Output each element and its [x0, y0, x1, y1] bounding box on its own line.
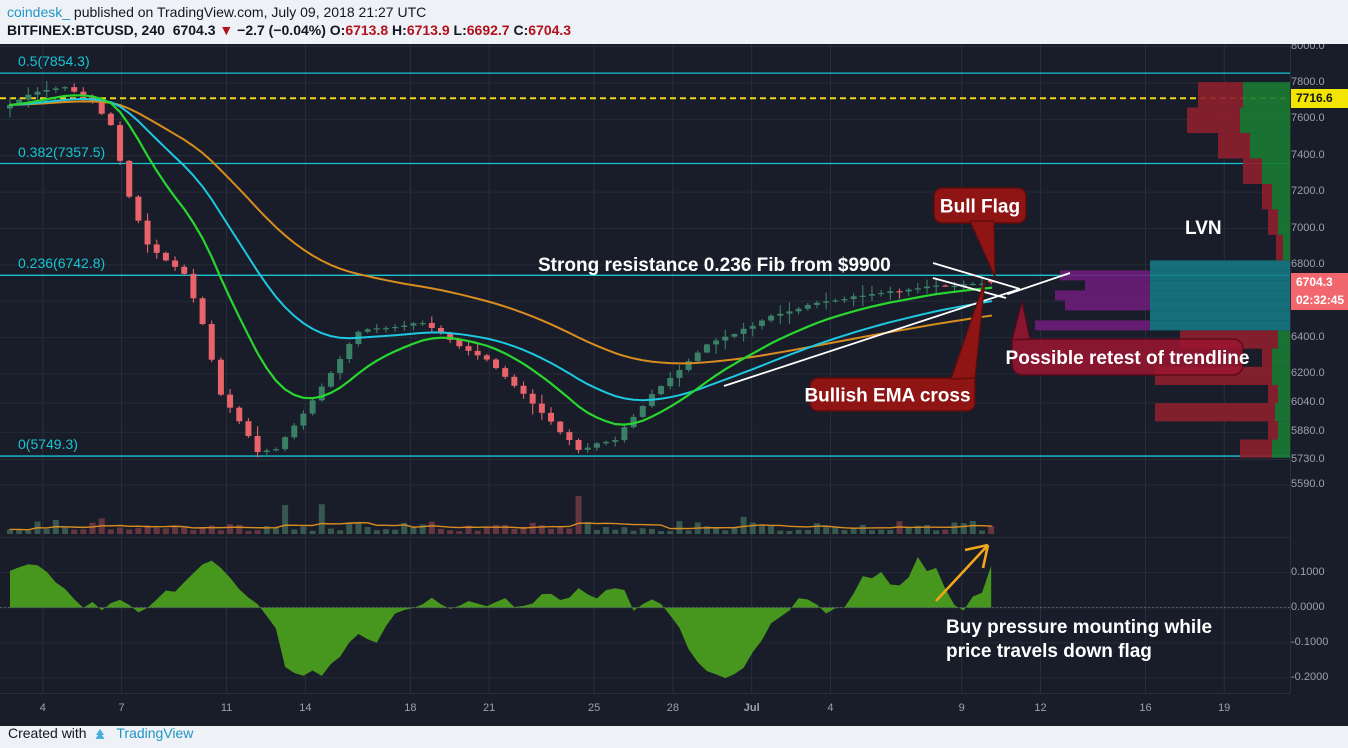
svg-text:Possible retest of trendline: Possible retest of trendline — [1006, 348, 1250, 369]
svg-text:Bullish EMA cross: Bullish EMA cross — [804, 386, 970, 407]
svg-text:Bull Flag: Bull Flag — [940, 197, 1020, 218]
